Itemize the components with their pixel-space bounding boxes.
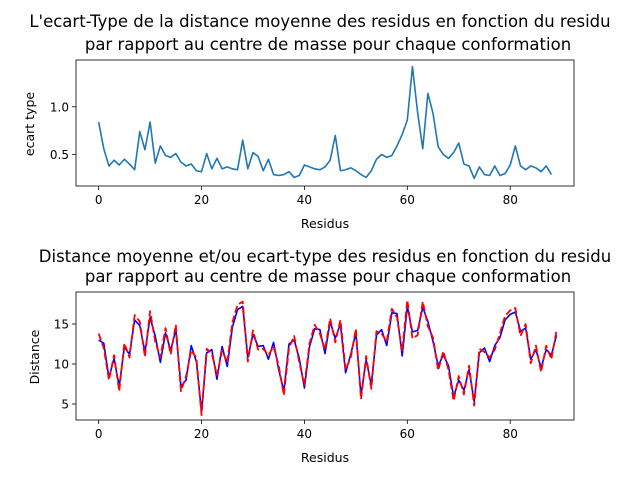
panel-1-x-tick-label: 0 [95,193,103,207]
panel-2-x-tick-label: 20 [194,427,209,441]
panel-1-x-tick-label: 60 [400,193,415,207]
panel-1-y-tick-label: 0.5 [50,148,69,162]
panel-2-x-tick-label: 40 [297,427,312,441]
panel-1-title-line-1: L'ecart-Type de la distance moyenne des … [29,12,610,31]
panel-1-x-tick-label: 80 [503,193,518,207]
panel-2-y-tick-label: 10 [54,358,69,372]
panel-2-series [97,299,558,417]
panel-1-series-line-1 [97,65,553,180]
panel-1-series [97,65,553,180]
panel-1-y-axis-label: ecart type [22,92,37,156]
panel-distance: Distance moyenne et/ou ecart-type des re… [27,247,611,465]
panel-1-x-tick-label: 20 [194,193,209,207]
panel-2-y-tick-label: 5 [61,398,69,412]
panel-1-axes-frame [75,59,575,187]
panel-2-title-line-1: Distance moyenne et/ou ecart-type des re… [39,247,611,266]
panel-1-x-tick-label: 40 [297,193,312,207]
panel-2-axes-frame [75,291,575,421]
panel-1-x-axis-label: Residus [301,216,349,231]
panel-std-dev: L'ecart-Type de la distance moyenne des … [22,12,611,231]
panel-2-x-tick-label: 80 [503,427,518,441]
panel-2-x-tick-label: 60 [400,427,415,441]
panel-2-title-line-2: par rapport au centre de masse pour chaq… [85,267,571,286]
panel-2-y-axis-label: Distance [27,329,42,384]
panel-2-series-line-2 [97,299,558,417]
panel-2-x-tick-label: 0 [95,427,103,441]
panel-1-title-line-2: par rapport au centre de masse pour chaq… [85,35,571,54]
panel-1-ticks: 0 20 40 60 80 0.5 1.0 [50,100,518,207]
panel-1-y-tick-label: 1.0 [50,100,69,114]
panel-2-x-axis-label: Residus [301,450,349,465]
panel-2-ticks: 0 20 40 60 80 5 10 15 [54,318,518,442]
panel-2-y-tick-label: 15 [54,318,69,332]
